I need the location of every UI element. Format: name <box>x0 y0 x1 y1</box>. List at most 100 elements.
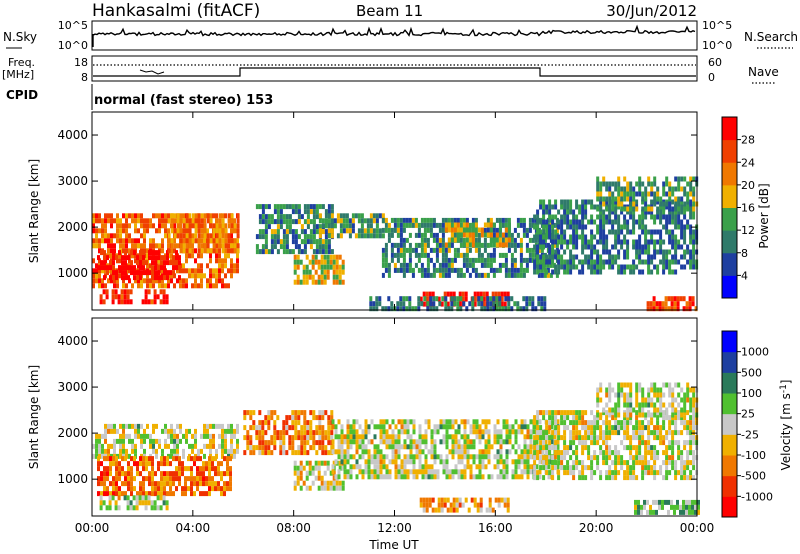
velocity-cell <box>297 435 301 441</box>
power-colorbar-segment <box>722 139 737 163</box>
velocity-cell <box>343 474 347 480</box>
power-cell <box>172 265 175 271</box>
velocity-cell <box>481 464 485 470</box>
power-cell <box>309 239 313 245</box>
power-cell <box>176 218 180 224</box>
power-cell <box>119 233 122 239</box>
velocity-cell <box>163 486 166 492</box>
velocity-cell <box>578 475 582 481</box>
velocity-cell <box>667 509 670 515</box>
velocity-cell <box>644 460 648 466</box>
velocity-cell <box>184 491 187 497</box>
power-cell <box>417 296 421 302</box>
power-cell <box>662 209 666 215</box>
power-cell <box>614 181 618 187</box>
power-cell <box>482 301 486 307</box>
velocity-cell <box>533 420 537 426</box>
velocity-cell <box>119 448 122 454</box>
power-cell <box>492 237 496 243</box>
velocity-cell <box>326 460 330 466</box>
power-cell <box>510 296 514 302</box>
power-cell <box>459 242 463 248</box>
power-cell <box>498 237 502 243</box>
power-cell <box>611 244 615 250</box>
power-cell <box>236 218 240 224</box>
power-cell <box>146 228 149 234</box>
power-cell <box>255 234 259 240</box>
power-cell <box>677 201 681 207</box>
power-cell <box>297 214 301 220</box>
power-cell <box>99 294 103 300</box>
velocity-cell <box>668 440 672 446</box>
velocity-cell <box>221 448 224 454</box>
velocity-cell <box>496 474 500 480</box>
power-cell <box>121 270 124 276</box>
velocity-cell <box>566 445 570 451</box>
power-cell <box>420 267 424 273</box>
velocity-cell <box>330 435 334 441</box>
power-colorbar-segment <box>722 184 737 208</box>
velocity-cell <box>650 430 654 436</box>
velocity-cell <box>439 439 443 445</box>
power-cell <box>668 249 672 255</box>
velocity-cell <box>199 456 202 462</box>
power-cell <box>453 227 457 233</box>
power-cell <box>329 259 333 265</box>
power-cell <box>551 214 555 220</box>
velocity-cell <box>249 425 253 431</box>
power-cell <box>191 223 194 229</box>
velocity-cell <box>550 424 554 430</box>
velocity-cell <box>312 440 316 446</box>
power-cell <box>143 238 146 244</box>
velocity-cell <box>99 500 103 506</box>
date-title: 30/Jun/2012 <box>606 2 697 20</box>
velocity-cell <box>626 407 630 413</box>
velocity-cell <box>164 438 167 444</box>
velocity-cell <box>185 433 188 439</box>
power-cell <box>617 201 621 207</box>
velocity-cell <box>173 428 176 434</box>
velocity-cell <box>349 424 353 430</box>
velocity-cell <box>635 387 639 393</box>
power-cell <box>644 259 648 265</box>
power-cell <box>321 244 325 250</box>
power-cell <box>119 268 122 274</box>
power-cell <box>312 214 316 220</box>
power-cell <box>169 260 172 266</box>
velocity-cell <box>442 424 446 430</box>
velocity-cell <box>497 502 501 508</box>
velocity-cell <box>133 456 136 462</box>
power-cell <box>596 239 600 245</box>
power-cell <box>297 209 301 215</box>
velocity-cell <box>539 465 543 471</box>
velocity-cell <box>496 459 500 465</box>
power-cell <box>659 229 663 235</box>
power-cell <box>185 253 188 259</box>
velocity-cell <box>547 454 551 460</box>
power-cell <box>548 249 552 255</box>
power-cell <box>300 224 304 230</box>
velocity-cell <box>599 415 603 421</box>
power-cell <box>309 209 313 215</box>
velocity-cell <box>475 424 479 430</box>
power-cell <box>528 217 532 223</box>
power-cell <box>360 228 364 234</box>
velocity-cell <box>650 470 654 476</box>
velocity-cell <box>532 424 536 430</box>
velocity-cell <box>650 455 654 461</box>
velocity-cell <box>635 392 639 398</box>
velocity-cell <box>421 439 425 445</box>
power-cell <box>200 268 203 274</box>
power-cell <box>332 269 336 275</box>
velocity-cell <box>556 439 560 445</box>
velocity-cell <box>566 410 570 416</box>
velocity-cell <box>367 464 371 470</box>
power-cell <box>384 262 388 268</box>
velocity-cell <box>668 445 672 451</box>
power-cell <box>327 209 331 215</box>
velocity-cell <box>514 439 518 445</box>
velocity-cell <box>680 475 684 481</box>
power-cell <box>106 265 109 271</box>
power-cell <box>468 247 472 253</box>
power-cell <box>139 265 142 271</box>
